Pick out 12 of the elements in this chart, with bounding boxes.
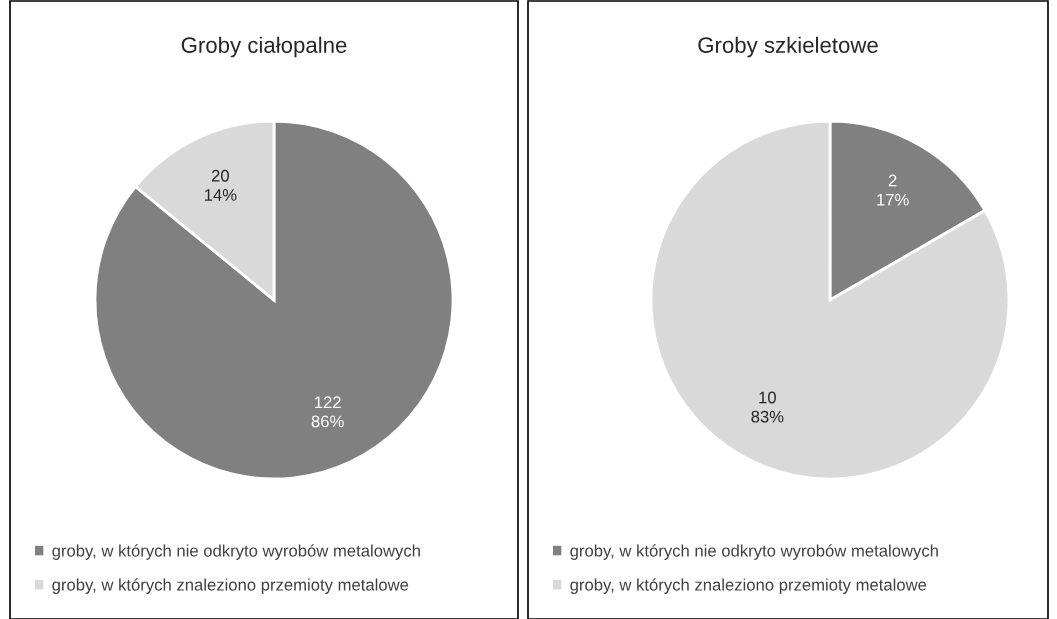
legend-label: groby, w których znaleziono przemioty metalowe (570, 578, 927, 594)
data-label: 10 83% (751, 391, 784, 423)
pie-slice (93, 119, 455, 481)
data-label: 20 14% (204, 169, 237, 201)
data-label: 2 17% (877, 174, 909, 206)
chart-title: Groby ciałopalne (181, 36, 347, 58)
legend-label: groby, w których nie odkryto wyrobów metalowych (52, 544, 420, 560)
pie-slice (649, 119, 1011, 481)
legend-label: groby, w których nie odkryto wyrobów metalowych (570, 544, 938, 560)
chart-title: Groby szkieletowe (698, 36, 878, 58)
legend-label: groby, w których znaleziono przemioty metalowe (52, 578, 409, 594)
data-label: 122 86% (311, 396, 344, 428)
